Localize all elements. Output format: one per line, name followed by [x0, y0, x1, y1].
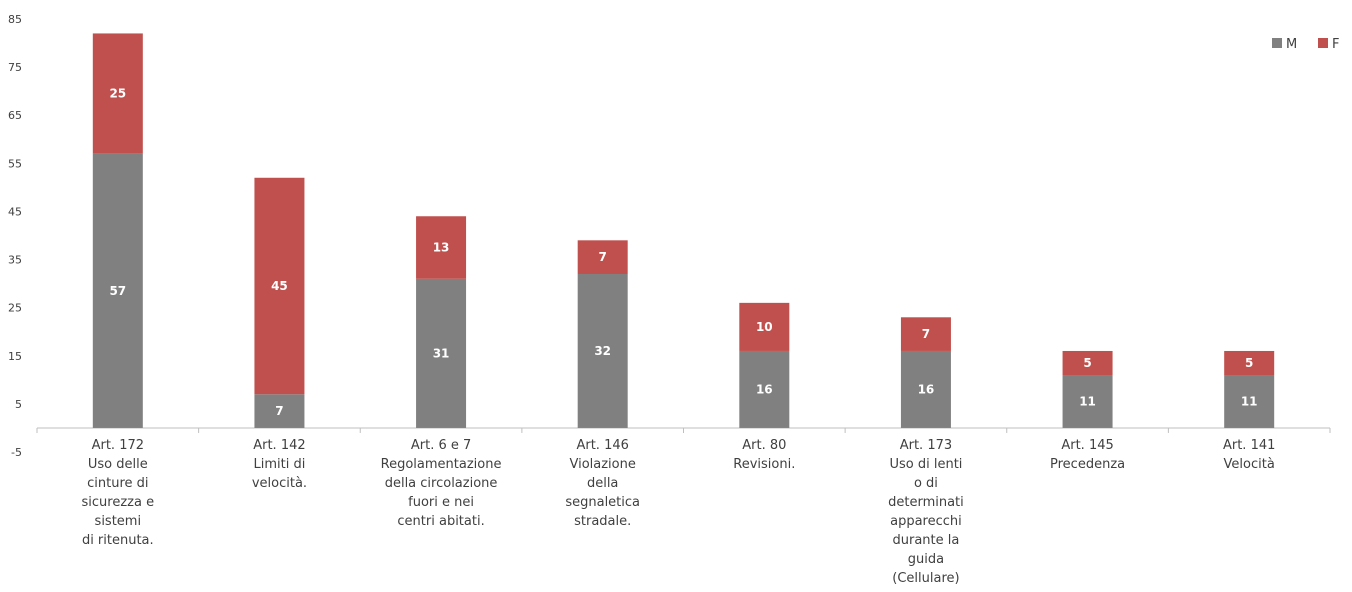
- x-tick-label-line: o di: [914, 476, 938, 491]
- bars: 57 25 7 45 31 13 32 7 16 10 16 7 11 5 11 5: [92, 33, 1275, 428]
- y-tick-label: 75: [8, 61, 22, 74]
- bar-segment-m: [739, 350, 790, 428]
- x-tick-label-line: della: [587, 476, 618, 491]
- data-label: 11: [1079, 394, 1096, 408]
- bar-segment-m: [900, 350, 951, 428]
- x-tick-label-line: Regolamentazione: [381, 457, 502, 472]
- x-tick-label-line: fuori e nei: [408, 495, 474, 510]
- bar-segment-f: [1062, 350, 1113, 376]
- data-label: 7: [275, 404, 283, 418]
- data-label: 32: [594, 344, 611, 358]
- data-label: 5: [1083, 356, 1091, 370]
- data-label: 31: [433, 346, 450, 360]
- data-label: 16: [918, 382, 935, 396]
- y-axis: -5 5 15 25 35 45 55 65 75 85: [8, 13, 22, 459]
- bar-segment-m: [1062, 375, 1113, 428]
- x-tick-label-line: della circolazione: [385, 476, 498, 491]
- data-label: 7: [599, 250, 607, 264]
- legend-label: F: [1332, 37, 1339, 52]
- x-tick-label-line: (Cellulare): [892, 571, 959, 586]
- x-tick-label-line: Limiti di: [254, 457, 306, 472]
- data-label: 13: [433, 241, 450, 255]
- x-tick-label-line: centri abitati.: [397, 514, 484, 529]
- x-axis: Art. 172 Uso delle cinture di sicurezza e si…: [36, 427, 1331, 586]
- x-tick-label-line: Art. 145: [1061, 438, 1113, 453]
- x-tick-label-line: Art. 141: [1223, 438, 1275, 453]
- data-label: 25: [109, 87, 126, 101]
- x-tick-label-line: Art. 80: [742, 438, 786, 453]
- data-label: 7: [922, 327, 930, 341]
- x-tick-label-line: guida: [908, 552, 944, 567]
- legend-swatch-m: [1272, 38, 1282, 48]
- x-tick-label-line: segnaletica: [565, 495, 640, 510]
- bar-segment-f: [92, 33, 143, 154]
- x-tick-label-line: Violazione: [569, 457, 635, 472]
- x-tick-label-line: di ritenuta.: [82, 533, 154, 548]
- y-tick-label: 85: [8, 13, 22, 26]
- data-label: 11: [1241, 394, 1258, 408]
- x-tick-label-line: durante la: [893, 533, 960, 548]
- x-tick-label-line: stradale.: [574, 514, 631, 529]
- x-tick-label-line: cinture di: [87, 476, 148, 491]
- bar-segment-m: [1224, 375, 1275, 428]
- y-tick-label: 25: [8, 302, 22, 315]
- x-tick-label: Art. 142 Limiti di velocità.: [252, 438, 307, 491]
- x-tick-label-line: Uso di lenti: [889, 457, 962, 472]
- data-label: 45: [271, 279, 288, 293]
- data-label: 5: [1245, 356, 1253, 370]
- bar-segment-m: [92, 153, 143, 428]
- x-tick-label: Art. 6 e 7 Regolamentazione della circolaz…: [381, 438, 502, 529]
- y-tick-label: 15: [8, 350, 22, 363]
- x-tick-label-line: Art. 142: [253, 438, 305, 453]
- data-label: 10: [756, 320, 773, 334]
- y-tick-label: 5: [15, 398, 22, 411]
- x-tick-label-line: sicurezza e: [82, 495, 155, 510]
- x-tick-label-line: Uso delle: [88, 457, 148, 472]
- x-tick-label-line: Art. 172: [92, 438, 144, 453]
- bar-segment-m: [577, 273, 628, 428]
- x-tick-label-line: Velocità: [1224, 457, 1275, 472]
- x-tick-label-line: Art. 173: [900, 438, 952, 453]
- x-tick-label: Art. 141 Velocità: [1223, 438, 1275, 472]
- bar-segment-f: [739, 302, 790, 351]
- x-tick-label-line: Art. 146: [576, 438, 628, 453]
- bar-segment-f: [1224, 350, 1275, 376]
- x-tick-label: Art. 173 Uso di lenti o di determinati appar…: [888, 438, 964, 586]
- x-tick-label-line: determinati: [888, 495, 964, 510]
- x-tick-label: Art. 146 Violazione della segnaletica strada…: [565, 438, 640, 529]
- x-tick-label-line: sistemi: [95, 514, 142, 529]
- data-label: 16: [756, 382, 773, 396]
- x-tick-label-line: apparecchi: [890, 514, 962, 529]
- y-tick-label: 45: [8, 205, 22, 218]
- bar-segment-f: [900, 317, 951, 351]
- bar-segment-f: [416, 216, 467, 279]
- y-tick-label: 55: [8, 157, 22, 170]
- x-tick-label: Art. 80 Revisioni.: [733, 438, 795, 472]
- y-tick-label: 65: [8, 109, 22, 122]
- x-tick-label-line: Art. 6 e 7: [411, 438, 471, 453]
- legend-label: M: [1286, 37, 1297, 52]
- x-tick-label-line: velocità.: [252, 476, 307, 491]
- x-tick-label-line: Precedenza: [1050, 457, 1125, 472]
- bar-segment-m: [416, 278, 467, 428]
- bar-segment-m: [254, 394, 305, 428]
- x-tick-label: Art. 145 Precedenza: [1050, 438, 1125, 472]
- x-tick-label-line: Revisioni.: [733, 457, 795, 472]
- bar-segment-f: [254, 177, 305, 395]
- x-tick-label: Art. 172 Uso delle cinture di sicurezza e si…: [82, 438, 155, 548]
- data-label: 57: [109, 284, 126, 298]
- legend-swatch-f: [1318, 38, 1328, 48]
- y-tick-label: -5: [11, 446, 22, 459]
- bar-segment-f: [577, 240, 628, 274]
- y-tick-label: 35: [8, 254, 22, 267]
